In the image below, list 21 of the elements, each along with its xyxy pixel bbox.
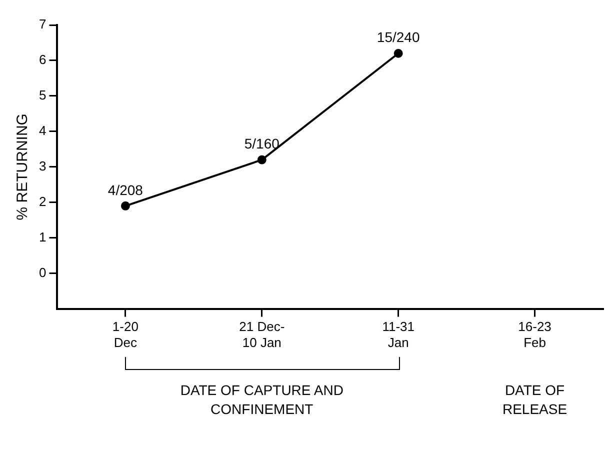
x-tick-label: 11-31 Jan bbox=[382, 319, 414, 350]
point bbox=[257, 155, 266, 164]
y-tick-label: 4 bbox=[38, 123, 46, 138]
x-tick-label: 1-20 Dec bbox=[112, 319, 138, 350]
y-tick-label: 2 bbox=[38, 194, 46, 209]
y-axis-title: % RETURNING bbox=[14, 114, 32, 220]
x-axis-title: DATE OF CAPTURE AND CONFINEMENT bbox=[179, 380, 344, 419]
y-tick-label: 5 bbox=[38, 88, 46, 103]
data-label: 5/160 bbox=[244, 136, 280, 152]
text: DATE OF RELEASE bbox=[501, 380, 568, 419]
x-tick-label: 16-23 Feb bbox=[518, 319, 552, 350]
y-tick-label: 6 bbox=[38, 52, 46, 68]
point bbox=[394, 48, 403, 58]
y-tick-label: 0 bbox=[38, 264, 46, 280]
y-tick-label: 7 bbox=[38, 16, 46, 32]
data-label: 15/240 bbox=[376, 29, 420, 46]
data-label: 4/208 bbox=[108, 182, 144, 198]
y-tick-label: 3 bbox=[38, 158, 46, 174]
x-tick-label: 21 Dec- 10 Jan bbox=[239, 319, 285, 350]
point bbox=[120, 201, 130, 210]
y-tick-label: 1 bbox=[38, 229, 46, 244]
